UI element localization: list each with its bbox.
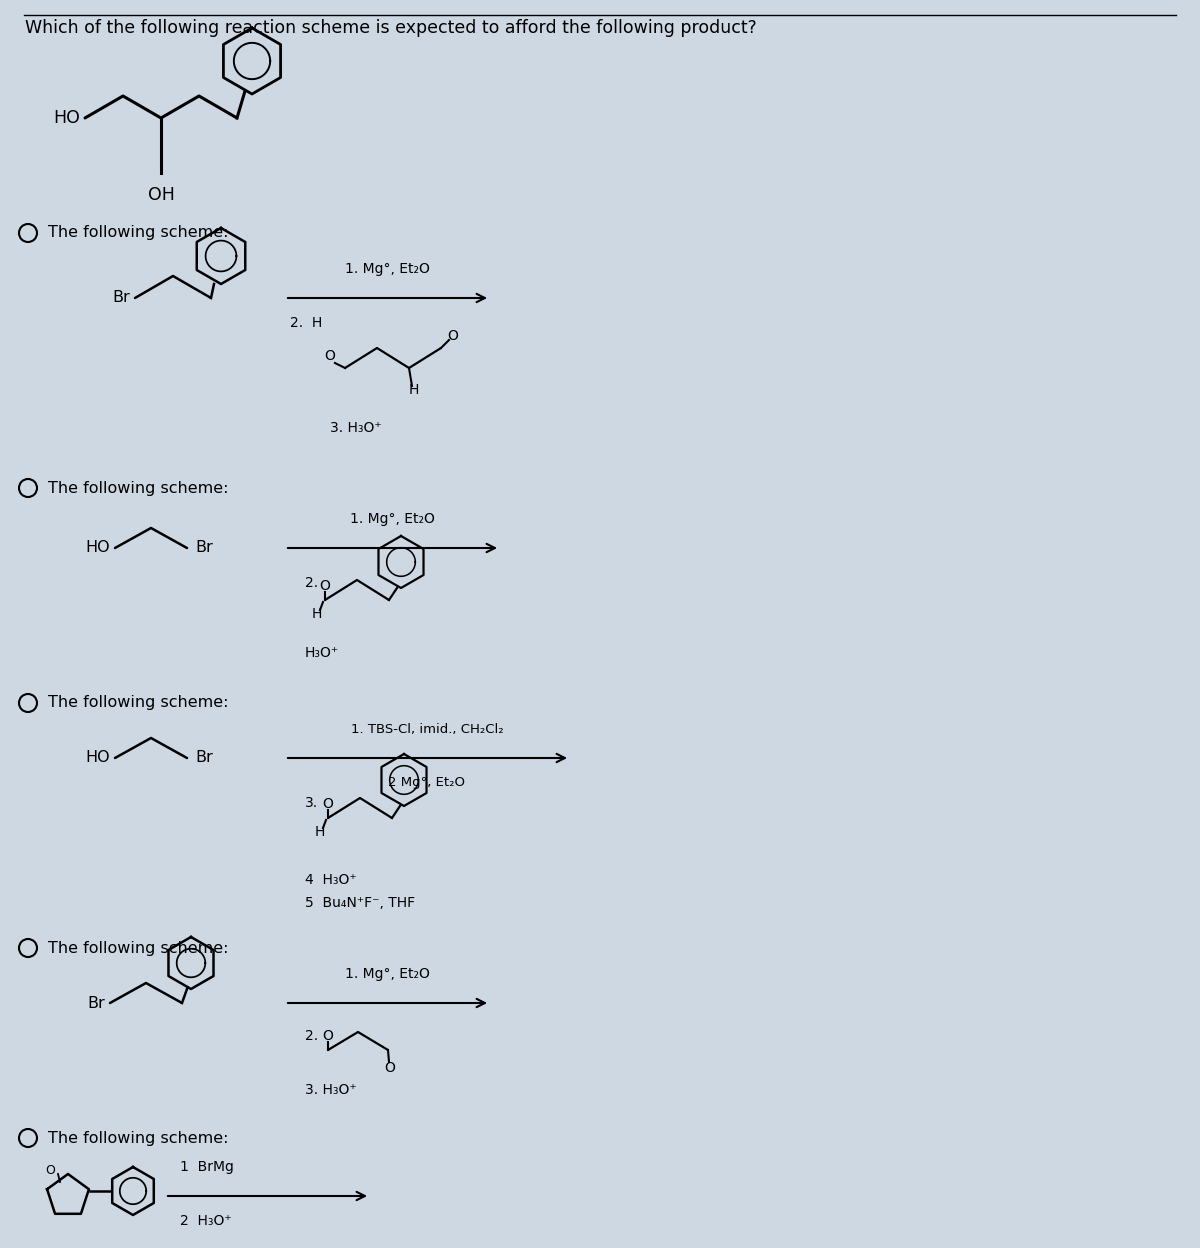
Text: 1. Mg°, Et₂O: 1. Mg°, Et₂O — [344, 262, 430, 276]
Text: HO: HO — [53, 109, 80, 127]
Text: Br: Br — [194, 750, 212, 765]
Text: H: H — [409, 383, 419, 397]
Text: HO: HO — [85, 750, 110, 765]
Text: Which of the following reaction scheme is expected to afford the following produ: Which of the following reaction scheme i… — [25, 19, 757, 37]
Text: The following scheme:: The following scheme: — [48, 695, 228, 710]
Text: O: O — [448, 329, 458, 343]
Text: Br: Br — [113, 291, 130, 306]
Text: O: O — [323, 797, 334, 811]
Text: 5  Bu₄N⁺F⁻, THF: 5 Bu₄N⁺F⁻, THF — [305, 896, 415, 910]
Text: 2  H₃O⁺: 2 H₃O⁺ — [180, 1214, 232, 1228]
Text: 1. TBS-Cl, imid., CH₂Cl₂: 1. TBS-Cl, imid., CH₂Cl₂ — [350, 723, 503, 736]
Text: 1. Mg°, Et₂O: 1. Mg°, Et₂O — [349, 512, 434, 525]
Text: 2.: 2. — [305, 1030, 318, 1043]
Text: 1. Mg°, Et₂O: 1. Mg°, Et₂O — [344, 967, 430, 981]
Text: O: O — [319, 579, 330, 593]
Text: OH: OH — [148, 186, 174, 203]
Text: H: H — [314, 825, 325, 839]
Text: The following scheme:: The following scheme: — [48, 1131, 228, 1146]
Text: O: O — [324, 349, 336, 363]
Text: HO: HO — [85, 540, 110, 555]
Text: The following scheme:: The following scheme: — [48, 226, 228, 241]
Text: 3.: 3. — [305, 796, 318, 810]
Text: O: O — [384, 1061, 396, 1075]
Text: 4  H₃O⁺: 4 H₃O⁺ — [305, 874, 356, 887]
Text: O: O — [323, 1030, 334, 1043]
Text: 2 Mg°, Et₂O: 2 Mg°, Et₂O — [389, 776, 466, 789]
Text: O: O — [46, 1164, 55, 1178]
Text: 2.: 2. — [305, 577, 318, 590]
Text: Br: Br — [194, 540, 212, 555]
Text: 2.  H: 2. H — [290, 316, 323, 329]
Text: The following scheme:: The following scheme: — [48, 480, 228, 495]
Text: H₃O⁺: H₃O⁺ — [305, 646, 340, 660]
Text: H: H — [312, 607, 322, 622]
Text: 1  BrMg: 1 BrMg — [180, 1159, 234, 1174]
Text: Br: Br — [88, 996, 106, 1011]
Text: 3. H₃O⁺: 3. H₃O⁺ — [305, 1083, 356, 1097]
Text: 3. H₃O⁺: 3. H₃O⁺ — [330, 421, 382, 436]
Text: The following scheme:: The following scheme: — [48, 941, 228, 956]
